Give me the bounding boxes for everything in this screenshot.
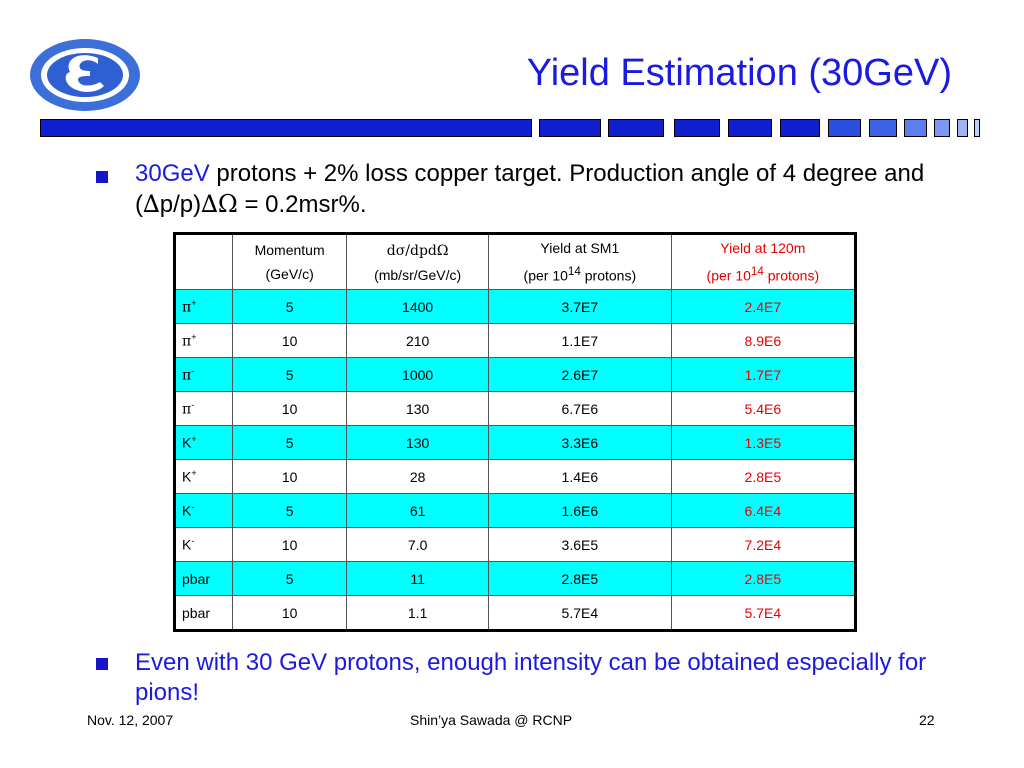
cell-momentum: 5 [231,425,348,460]
cell-momentum: 5 [231,289,348,324]
table-row: pbar 5 11 2.8E5 2.8E5 [174,561,857,596]
table-row: K+ 5 130 3.3E6 1.3E5 [174,425,857,460]
bullet-text-2: Even with 30 GeV protons, enough intensi… [135,649,927,706]
cell-dsigma: 1400 [346,289,489,324]
table-row: K- 10 7.0 3.6E5 7.2E4 [174,527,857,562]
table-row: π+ 5 1400 3.7E7 2.4E7 [174,289,857,324]
cell-yield-sm1: 2.6E7 [488,357,672,392]
bullet-marker [96,658,108,670]
bullet-text-1: 30GeV protons + 2% loss copper target. P… [135,160,925,218]
table-header-row: Momentum (GeV/c) dσ/dpdΩ (mb/sr/GeV/c) Yie… [174,233,857,290]
bullet-marker [96,171,108,183]
footer-author: Shin’ya Sawada @ RCNP [410,712,573,728]
cell-particle: pbar [174,595,233,631]
table-row: pbar 10 1.1 5.7E4 5.7E4 [174,595,857,631]
cell-momentum: 5 [231,493,348,528]
cell-yield-120m: 2.8E5 [670,459,857,494]
cell-particle: pbar [174,561,233,596]
footer-page-number: 22 [919,712,935,728]
cell-dsigma: 61 [346,493,489,528]
cell-particle: π+ [174,289,233,324]
cell-momentum: 5 [231,357,348,392]
cell-yield-sm1: 3.7E7 [488,289,672,324]
table-row: K- 5 61 1.6E6 6.4E4 [174,493,857,528]
cell-dsigma: 1000 [346,357,489,392]
cell-momentum: 10 [231,391,348,426]
cell-particle: K- [174,527,233,562]
cell-yield-sm1: 6.7E6 [488,391,672,426]
header-particle [174,233,233,290]
cell-dsigma: 11 [346,561,489,596]
cell-dsigma: 1.1 [346,595,489,631]
cell-yield-sm1: 1.1E7 [488,323,672,358]
cell-particle: K+ [174,425,233,460]
cell-yield-120m: 1.7E7 [670,357,857,392]
cell-momentum: 10 [231,527,348,562]
cell-yield-120m: 5.4E6 [670,391,857,426]
cell-dsigma: 130 [346,425,489,460]
cell-dsigma: 130 [346,391,489,426]
cell-particle: K+ [174,459,233,494]
cell-yield-120m: 7.2E4 [670,527,857,562]
header-momentum: Momentum (GeV/c) [231,233,348,290]
cell-yield-120m: 6.4E4 [670,493,857,528]
cell-momentum: 10 [231,323,348,358]
cell-momentum: 10 [231,459,348,494]
bullet-highlight: 30GeV [135,160,210,187]
table-row: π- 10 130 6.7E6 5.4E6 [174,391,857,426]
cell-dsigma: 210 [346,323,489,358]
cell-momentum: 10 [231,595,348,631]
table-row: π+ 10 210 1.1E7 8.9E6 [174,323,857,358]
cell-yield-sm1: 3.3E6 [488,425,672,460]
cell-dsigma: 28 [346,459,489,494]
cell-particle: π- [174,357,233,392]
cell-yield-sm1: 1.4E6 [488,459,672,494]
kek-logo-icon [30,39,140,111]
cell-yield-sm1: 3.6E5 [488,527,672,562]
yield-table: Momentum (GeV/c) dσ/dpdΩ (mb/sr/GeV/c) Yie… [173,232,857,632]
cell-dsigma: 7.0 [346,527,489,562]
cell-yield-sm1: 1.6E6 [488,493,672,528]
header-yield-120m: Yield at 120m (per 1014 protons) [670,233,857,290]
cell-yield-120m: 8.9E6 [670,323,857,358]
cell-yield-120m: 1.3E5 [670,425,857,460]
cell-yield-120m: 2.4E7 [670,289,857,324]
title-divider-bar [40,119,984,137]
cell-momentum: 5 [231,561,348,596]
cell-particle: K- [174,493,233,528]
cell-yield-sm1: 5.7E4 [488,595,672,631]
cell-yield-sm1: 2.8E5 [488,561,672,596]
cell-particle: π- [174,391,233,426]
table-row: π- 5 1000 2.6E7 1.7E7 [174,357,857,392]
cell-particle: π+ [174,323,233,358]
footer-date: Nov. 12, 2007 [87,712,174,728]
slide-title: Yield Estimation (30GeV) [526,52,952,94]
cell-yield-120m: 5.7E4 [670,595,857,631]
header-dsigma: dσ/dpdΩ (mb/sr/GeV/c) [346,233,489,290]
cell-yield-120m: 2.8E5 [670,561,857,596]
header-yield-sm1: Yield at SM1 (per 1014 protons) [488,233,672,290]
table-row: K+ 10 28 1.4E6 2.8E5 [174,459,857,494]
